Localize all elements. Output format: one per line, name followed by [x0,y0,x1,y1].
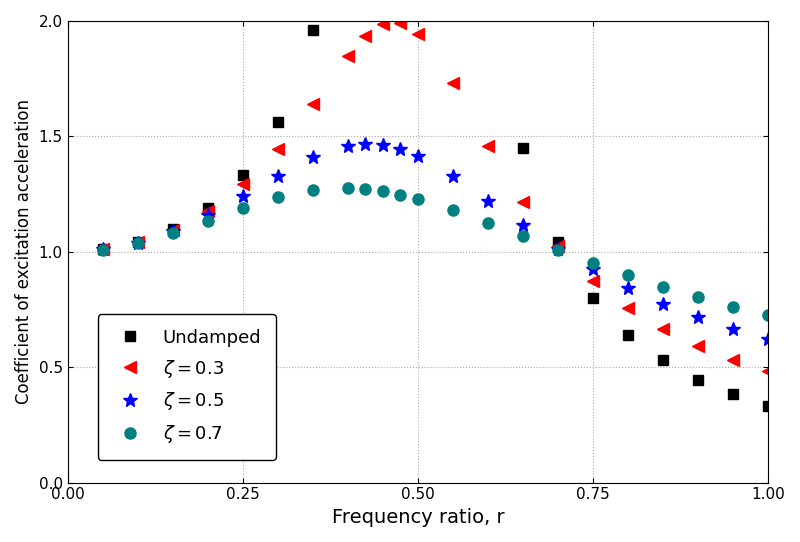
ζ=0.5 [238,193,247,199]
ζ=0.7 [395,191,405,198]
ζ=0.3 [361,33,370,40]
Undamped [273,119,282,125]
Undamped [308,27,318,33]
ζ=0.5 [763,336,773,343]
ζ=0.3 [395,20,405,27]
ζ=0.5 [588,266,598,273]
ζ=0.3 [378,21,388,28]
ζ=0.3 [483,143,493,149]
Undamped [133,239,142,246]
ζ=0.5 [518,222,528,229]
Undamped [553,239,562,246]
ζ=0.5 [343,143,353,149]
Undamped [728,391,738,397]
ζ=0.7 [308,187,318,193]
ζ=0.3 [728,357,738,363]
ζ=0.5 [308,154,318,160]
ζ=0.7 [658,283,668,290]
ζ=0.7 [448,207,458,213]
ζ=0.5 [273,172,282,179]
ζ=0.3 [308,100,318,107]
ζ=0.3 [623,305,633,311]
ζ=0.5 [448,173,458,179]
ζ=0.7 [361,186,370,192]
Undamped [203,204,213,211]
ζ=0.3 [343,53,353,59]
ζ=0.5 [168,228,178,234]
ζ=0.7 [238,205,247,211]
Legend: Undamped, $\zeta=0.3$, $\zeta=0.5$, $\zeta=0.7$: Undamped, $\zeta=0.3$, $\zeta=0.5$, $\ze… [98,314,276,460]
ζ=0.5 [658,300,668,307]
ζ=0.5 [133,240,142,246]
Undamped [518,145,528,151]
ζ=0.7 [168,230,178,236]
Y-axis label: Coefficient of excitation acceleration: Coefficient of excitation acceleration [15,99,33,404]
Line: ζ=0.5: ζ=0.5 [96,137,775,346]
ζ=0.5 [483,197,493,204]
ζ=0.7 [728,304,738,310]
ζ=0.3 [658,326,668,332]
Undamped [168,225,178,232]
ζ=0.3 [133,239,142,246]
Undamped [588,295,598,301]
ζ=0.7 [378,188,388,195]
ζ=0.7 [518,233,528,240]
Undamped [623,331,633,338]
Line: ζ=0.7: ζ=0.7 [97,183,774,321]
ζ=0.7 [273,194,282,201]
Undamped [694,376,703,383]
ζ=0.5 [623,285,633,291]
ζ=0.3 [588,278,598,284]
ζ=0.3 [238,181,247,188]
ζ=0.7 [483,220,493,226]
ζ=0.5 [413,153,422,159]
ζ=0.3 [203,208,213,214]
ζ=0.5 [728,326,738,332]
ζ=0.3 [98,246,107,253]
ζ=0.3 [448,80,458,87]
ζ=0.3 [273,145,282,152]
ζ=0.7 [623,272,633,279]
Line: ζ=0.3: ζ=0.3 [97,18,774,377]
Undamped [98,246,107,253]
ζ=0.3 [413,31,422,37]
X-axis label: Frequency ratio, r: Frequency ratio, r [331,508,504,527]
ζ=0.7 [553,247,562,253]
ζ=0.7 [343,185,353,191]
ζ=0.7 [413,196,422,202]
ζ=0.5 [694,314,703,320]
ζ=0.3 [518,198,528,205]
ζ=0.7 [203,217,213,224]
ζ=0.7 [763,312,773,319]
Line: Undamped: Undamped [98,25,773,410]
ζ=0.5 [361,140,370,147]
ζ=0.3 [694,343,703,349]
ζ=0.3 [763,368,773,375]
ζ=0.7 [694,294,703,300]
ζ=0.7 [588,260,598,266]
ζ=0.5 [378,142,388,149]
ζ=0.5 [98,246,107,253]
ζ=0.5 [395,146,405,152]
ζ=0.3 [553,243,562,249]
Undamped [238,172,247,178]
Undamped [763,402,773,409]
Undamped [658,357,668,364]
ζ=0.3 [168,227,178,233]
ζ=0.7 [98,246,107,253]
ζ=0.7 [133,240,142,246]
ζ=0.5 [553,246,562,252]
ζ=0.5 [203,212,213,218]
